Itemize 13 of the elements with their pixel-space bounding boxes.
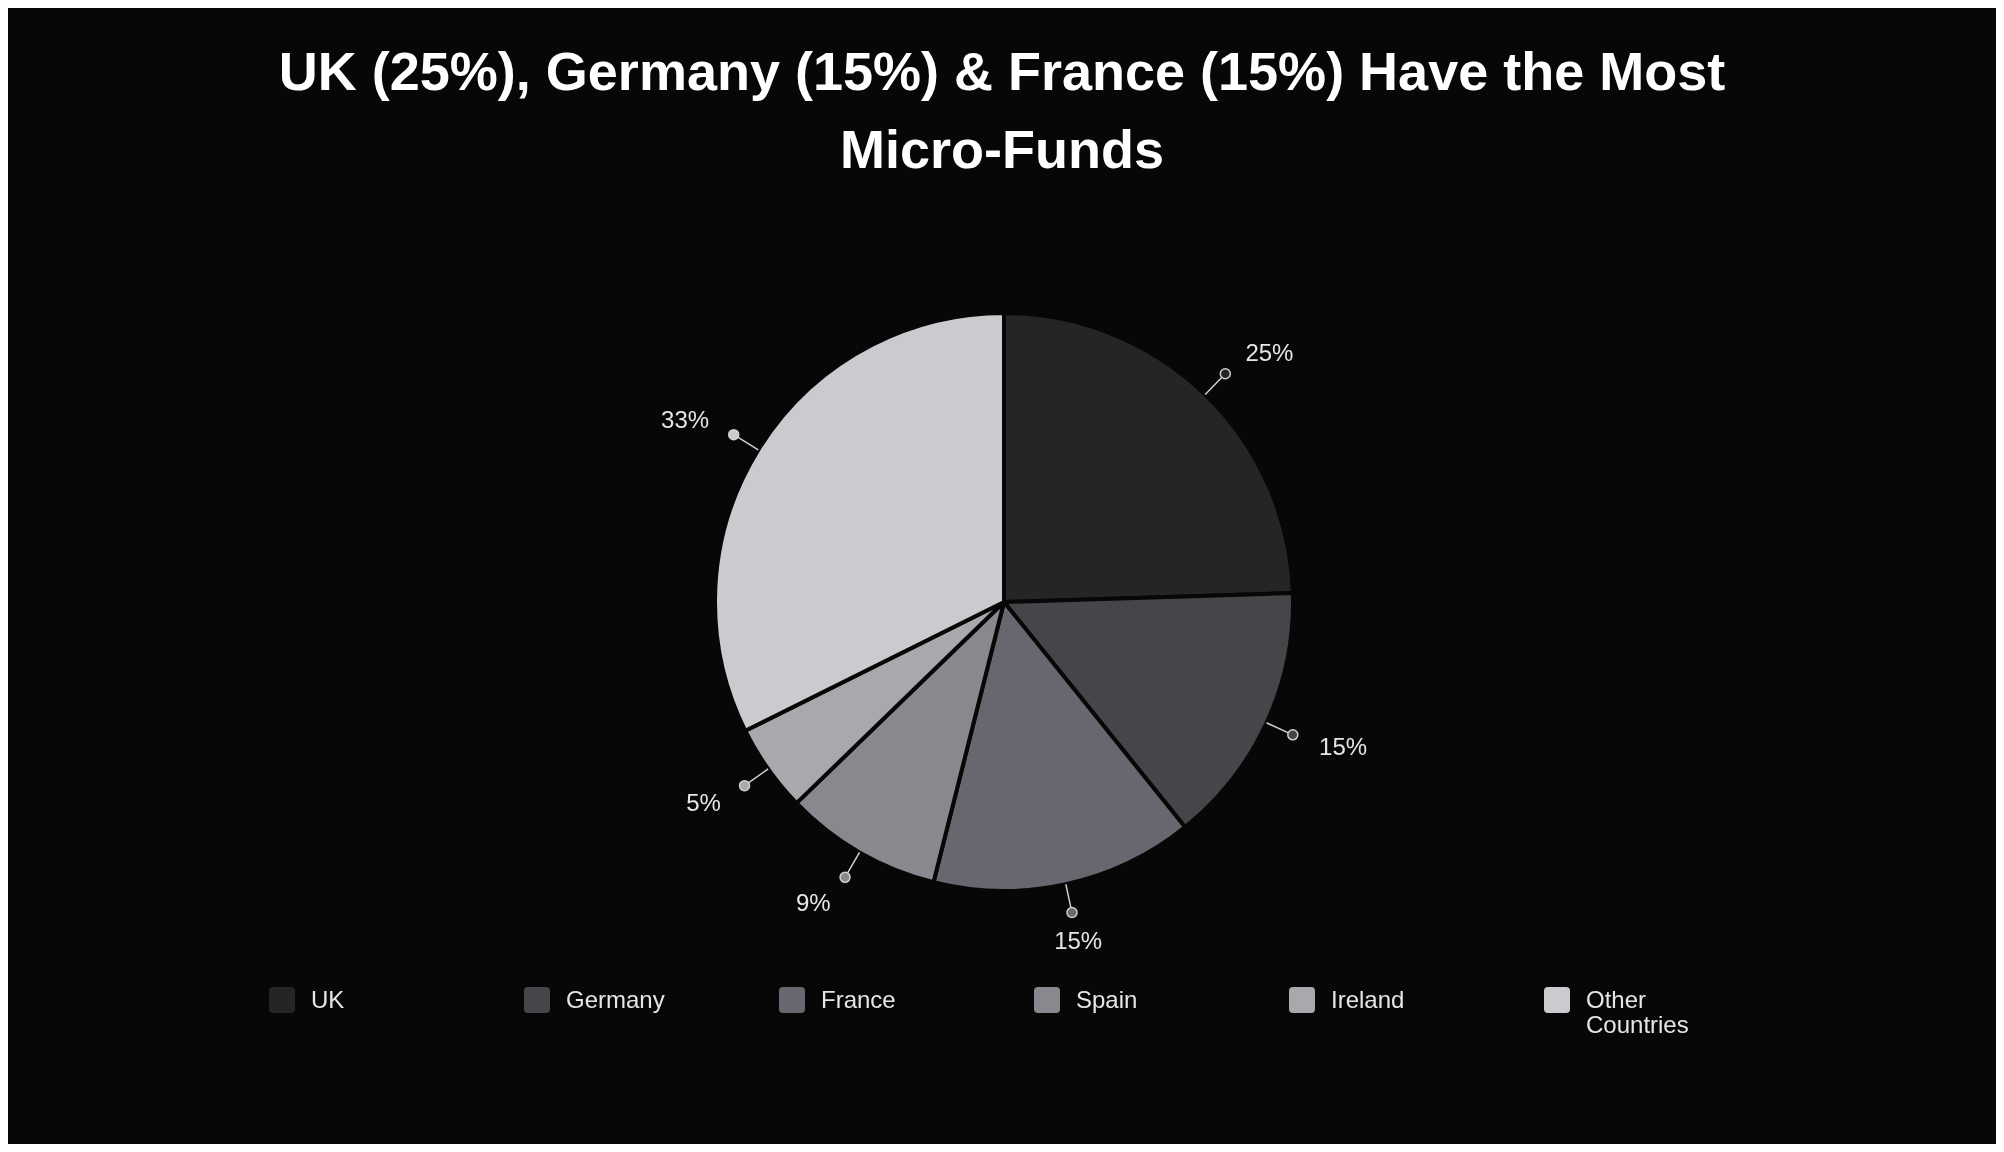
chart-title: UK (25%), Germany (15%) & France (15%) Have the Most Micro-Funds (278, 41, 1726, 179)
data-label: 33% (661, 405, 710, 433)
data-label: 25% (1245, 339, 1294, 367)
data-label: 15% (1319, 733, 1368, 761)
legend-label: UK (311, 986, 345, 1013)
data-label: 5% (686, 788, 721, 816)
legend-label: Ireland (1331, 986, 1405, 1013)
legend-label: Germany (566, 986, 665, 1013)
data-label: 15% (1054, 927, 1103, 955)
legend-label: Spain (1076, 986, 1138, 1013)
data-label: 9% (795, 888, 831, 916)
legend-label: Other Countries (1586, 986, 1689, 1038)
legend-label: France (821, 986, 896, 1013)
